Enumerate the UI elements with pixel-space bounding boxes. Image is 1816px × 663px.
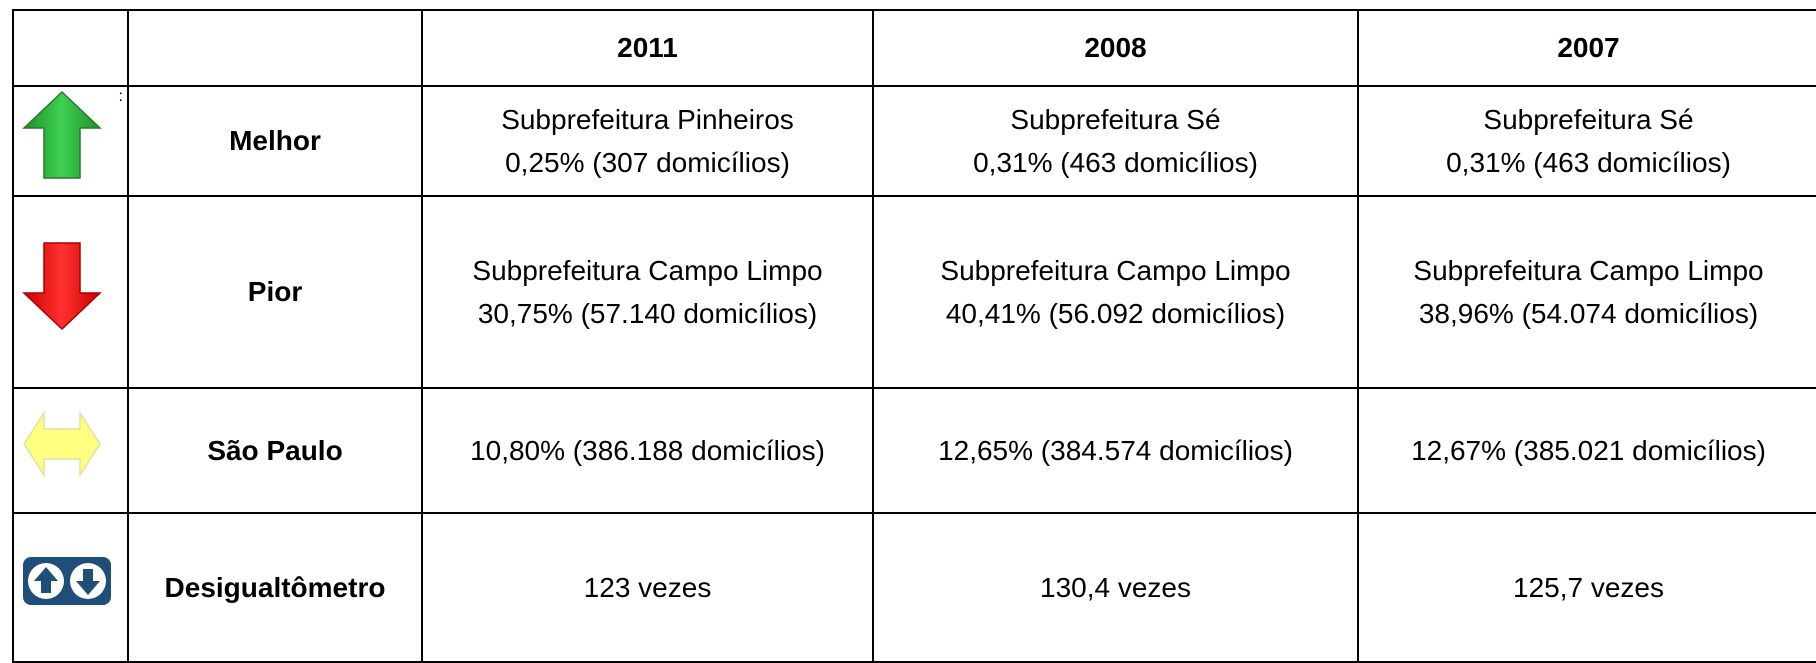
cell: 123 vezes [421,512,874,663]
corner [12,9,129,87]
cell-line: 0,25% (307 domicílios) [505,147,790,178]
cell: 10,80% (386.188 domicílios) [421,387,874,514]
cell: Subprefeitura Sé 0,31% (463 domicílios) [872,85,1359,197]
cell: 12,67% (385.021 domicílios) [1357,387,1816,514]
cell-line: 123 vezes [583,571,712,603]
cell: Subprefeitura Campo Limpo 40,41% (56.092 … [872,195,1359,389]
header-row: 2011 2008 2007 [12,9,1816,87]
down-arrow [22,242,102,330]
cell-line: 0,31% (463 domicílios) [1446,147,1731,178]
header: 2011 [421,9,874,87]
cell-line: 125,7 vezes [1513,571,1664,603]
cell: 12,65% (384.574 domicílios) [872,387,1359,514]
marker: : [118,88,123,105]
cell-line: Subprefeitura Sé [1483,103,1694,135]
cell: Subprefeitura Pinheiros 0,25% (307 domicí… [421,85,874,197]
cell: 125,7 vezes [1357,512,1816,663]
cell-line: Subprefeitura Campo Limpo [1413,254,1764,286]
cell-line: 10,80% (386.188 domicílios) [470,434,825,466]
row: Pior Subprefeitura Campo Limpo 30,75% (57… [12,195,1816,389]
cell-line: 130,4 vezes [1040,571,1191,603]
corner [127,9,423,87]
row-label: Melhor [127,85,423,197]
cell: 130,4 vezes [872,512,1359,663]
row-label: Desigualtômetro [127,512,423,663]
updown-icon [23,557,111,606]
cell-line: Subprefeitura Campo Limpo [472,254,823,286]
up-arrow [22,90,102,179]
cell-line: 12,67% (385.021 domicílios) [1411,434,1766,466]
row-label: Pior [127,195,423,389]
table: 2011 2008 2007 : Melhor Subprefeitura Pi… [12,9,1816,663]
row: Desigualtômetro 123 vezes 130,4 vezes 12… [12,512,1816,663]
header: 2008 [872,9,1359,87]
cell-line: 38,96% (54.074 domicílios) [1418,298,1759,329]
cell-line: Subprefeitura Sé [1010,103,1221,135]
icon-cell [12,387,129,514]
table-wrap: 2011 2008 2007 : Melhor Subprefeitura Pi… [12,9,1816,663]
cell-line: Subprefeitura Campo Limpo [940,254,1291,286]
cell: Subprefeitura Campo Limpo 38,96% (54.074 … [1357,195,1816,389]
cell-line: 12,65% (384.574 domicílios) [938,434,1293,466]
header: 2007 [1357,9,1816,87]
icon-cell [12,195,129,389]
cell: Subprefeitura Sé 0,31% (463 domicílios) [1357,85,1816,197]
cell-line: 0,31% (463 domicílios) [973,147,1258,178]
row: : Melhor Subprefeitura Pinheiros 0,25% (3… [12,85,1816,197]
cell-line: Subprefeitura Pinheiros [501,103,794,135]
row: São Paulo 10,80% (386.188 domicílios) 12… [12,387,1816,514]
icon-cell: : [12,85,129,197]
cell-line: 40,41% (56.092 domicílios) [945,298,1286,329]
cell-line: 30,75% (57.140 domicílios) [477,298,818,329]
row-label: São Paulo [127,387,423,514]
double-arrow [23,410,101,478]
icon-cell [12,512,129,663]
cell: Subprefeitura Campo Limpo 30,75% (57.140 … [421,195,874,389]
